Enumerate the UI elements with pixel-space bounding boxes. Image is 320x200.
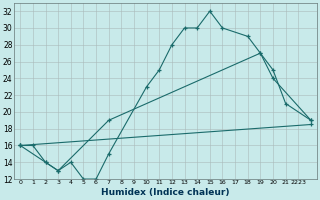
X-axis label: Humidex (Indice chaleur): Humidex (Indice chaleur)	[101, 188, 230, 197]
